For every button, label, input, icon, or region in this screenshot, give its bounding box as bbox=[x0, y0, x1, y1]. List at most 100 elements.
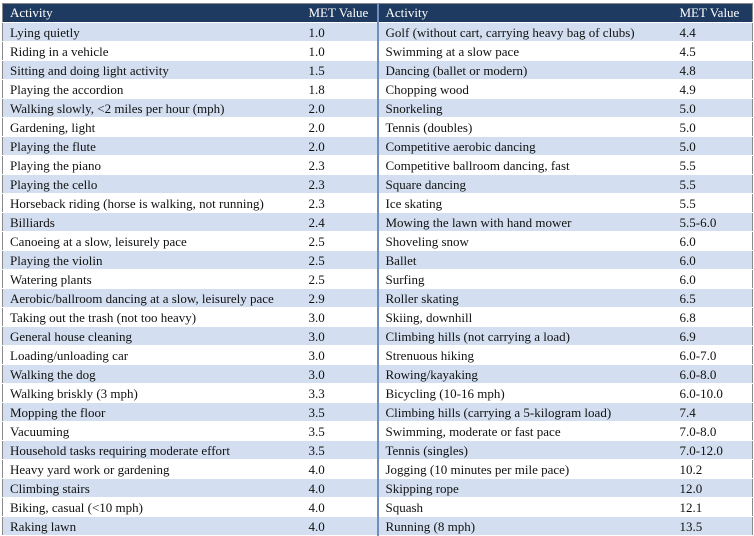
met-value-cell: 6.0 bbox=[674, 231, 753, 251]
table-row: Biking, casual (<10 mph) 4.0 Squash 12.1 bbox=[2, 497, 753, 517]
activity-cell: Skipping rope bbox=[377, 478, 675, 498]
table-row: Aerobic/ballroom dancing at a slow, leis… bbox=[2, 288, 753, 308]
table-row: Playing the accordion 1.8 Chopping wood 4.9 bbox=[2, 79, 753, 99]
met-value-cell: 4.0 bbox=[303, 478, 379, 498]
met-value-cell: 4.9 bbox=[674, 79, 753, 99]
met-value-cell: 5.5 bbox=[674, 155, 753, 175]
activity-cell: Gardening, light bbox=[2, 117, 304, 137]
met-value-cell: 1.5 bbox=[303, 60, 379, 80]
table-row: Mopping the floor 3.5 Climbing hills (carr… bbox=[2, 402, 753, 422]
met-value-cell: 12.0 bbox=[674, 478, 753, 498]
met-value-cell: 2.0 bbox=[303, 117, 379, 137]
met-value-cell: 3.5 bbox=[303, 421, 379, 441]
met-value-cell: 3.0 bbox=[303, 364, 379, 384]
activity-cell: Billiards bbox=[2, 212, 304, 232]
met-value-cell: 2.3 bbox=[303, 174, 379, 194]
met-value-cell: 1.0 bbox=[303, 22, 379, 42]
activity-cell: Tennis (singles) bbox=[377, 440, 675, 460]
activity-cell: Climbing stairs bbox=[2, 478, 304, 498]
table-row: Horseback riding (horse is walking, not … bbox=[2, 193, 753, 213]
met-value-cell: 1.0 bbox=[303, 41, 379, 61]
met-value-cell: 3.5 bbox=[303, 402, 379, 422]
activity-cell: Raking lawn bbox=[2, 516, 304, 536]
table-row: Walking the dog 3.0 Rowing/kayaking 6.0-8.0 bbox=[2, 364, 753, 384]
met-value-cell: 3.0 bbox=[303, 326, 379, 346]
activity-cell: Household tasks requiring moderate effor… bbox=[2, 440, 304, 460]
activity-cell: Canoeing at a slow, leisurely pace bbox=[2, 231, 304, 251]
activity-cell: Dancing (ballet or modern) bbox=[377, 60, 675, 80]
activity-cell: Jogging (10 minutes per mile pace) bbox=[377, 459, 675, 479]
activity-cell: Ballet bbox=[377, 250, 675, 270]
activity-cell: Strenuous hiking bbox=[377, 345, 675, 365]
table-row: Household tasks requiring moderate effor… bbox=[2, 440, 753, 460]
table-row: Climbing stairs 4.0 Skipping rope 12.0 bbox=[2, 478, 753, 498]
activity-cell: Sitting and doing light activity bbox=[2, 60, 304, 80]
activity-cell: Playing the flute bbox=[2, 136, 304, 156]
met-value-cell: 4.0 bbox=[303, 516, 379, 536]
activity-cell: Square dancing bbox=[377, 174, 675, 194]
activity-cell: Chopping wood bbox=[377, 79, 675, 99]
activity-cell: Rowing/kayaking bbox=[377, 364, 675, 384]
activity-cell: Aerobic/ballroom dancing at a slow, leis… bbox=[2, 288, 304, 308]
met-value-cell: 12.1 bbox=[674, 497, 753, 517]
activity-cell: Ice skating bbox=[377, 193, 675, 213]
table-row: Riding in a vehicle 1.0 Swimming at a slow… bbox=[2, 41, 753, 61]
met-value-cell: 7.0-8.0 bbox=[674, 421, 753, 441]
met-value-cell: 4.4 bbox=[674, 22, 753, 42]
met-table-container: Activity MET Value Activity MET Value Ly… bbox=[2, 3, 753, 536]
met-table: Activity MET Value Activity MET Value Ly… bbox=[2, 3, 753, 536]
met-value-cell: 2.3 bbox=[303, 155, 379, 175]
table-row: Sitting and doing light activity 1.5 Danci… bbox=[2, 60, 753, 80]
table-row: Canoeing at a slow, leisurely pace 2.5 Sho… bbox=[2, 231, 753, 251]
table-row: Walking slowly, <2 miles per hour (mph) 2… bbox=[2, 98, 753, 118]
met-value-cell: 6.0 bbox=[674, 269, 753, 289]
header-activity-right: Activity bbox=[377, 3, 675, 23]
met-value-cell: 2.5 bbox=[303, 231, 379, 251]
activity-cell: Walking slowly, <2 miles per hour (mph) bbox=[2, 98, 304, 118]
table-row: Billiards 2.4 Mowing the lawn with hand mo… bbox=[2, 212, 753, 232]
activity-cell: Playing the piano bbox=[2, 155, 304, 175]
table-row: Watering plants 2.5 Surfing 6.0 bbox=[2, 269, 753, 289]
met-value-cell: 2.0 bbox=[303, 136, 379, 156]
activity-cell: Tennis (doubles) bbox=[377, 117, 675, 137]
activity-cell: Swimming at a slow pace bbox=[377, 41, 675, 61]
activity-cell: Lying quietly bbox=[2, 22, 304, 42]
activity-cell: Taking out the trash (not too heavy) bbox=[2, 307, 304, 327]
met-value-cell: 6.0-7.0 bbox=[674, 345, 753, 365]
met-value-cell: 5.0 bbox=[674, 98, 753, 118]
met-value-cell: 3.5 bbox=[303, 440, 379, 460]
met-value-cell: 7.4 bbox=[674, 402, 753, 422]
met-value-cell: 4.5 bbox=[674, 41, 753, 61]
met-value-cell: 4.8 bbox=[674, 60, 753, 80]
met-value-cell: 5.0 bbox=[674, 136, 753, 156]
met-value-cell: 10.2 bbox=[674, 459, 753, 479]
activity-cell: Surfing bbox=[377, 269, 675, 289]
met-value-cell: 6.8 bbox=[674, 307, 753, 327]
table-row: Playing the flute 2.0 Competitive aerobic … bbox=[2, 136, 753, 156]
header-met-left: MET Value bbox=[303, 3, 379, 23]
met-value-cell: 5.5 bbox=[674, 174, 753, 194]
met-value-cell: 13.5 bbox=[674, 516, 753, 536]
activity-cell: Mopping the floor bbox=[2, 402, 304, 422]
activity-cell: Loading/unloading car bbox=[2, 345, 304, 365]
activity-cell: Playing the cello bbox=[2, 174, 304, 194]
activity-cell: Playing the accordion bbox=[2, 79, 304, 99]
met-value-cell: 6.0 bbox=[674, 250, 753, 270]
table-row: Playing the piano 2.3 Competitive ballroom… bbox=[2, 155, 753, 175]
met-value-cell: 6.9 bbox=[674, 326, 753, 346]
activity-cell: Walking briskly (3 mph) bbox=[2, 383, 304, 403]
met-value-cell: 4.0 bbox=[303, 497, 379, 517]
met-value-cell: 4.0 bbox=[303, 459, 379, 479]
met-value-cell: 6.0-8.0 bbox=[674, 364, 753, 384]
table-row: Lying quietly 1.0 Golf (without cart, carr… bbox=[2, 22, 753, 42]
activity-cell: Running (8 mph) bbox=[377, 516, 675, 536]
activity-cell: Competitive aerobic dancing bbox=[377, 136, 675, 156]
met-value-cell: 5.5 bbox=[674, 193, 753, 213]
table-body: Lying quietly 1.0 Golf (without cart, carr… bbox=[2, 22, 753, 536]
activity-cell: Shoveling snow bbox=[377, 231, 675, 251]
activity-cell: Playing the violin bbox=[2, 250, 304, 270]
met-value-cell: 6.0-10.0 bbox=[674, 383, 753, 403]
activity-cell: Roller skating bbox=[377, 288, 675, 308]
header-met-right: MET Value bbox=[674, 3, 753, 23]
met-value-cell: 2.9 bbox=[303, 288, 379, 308]
